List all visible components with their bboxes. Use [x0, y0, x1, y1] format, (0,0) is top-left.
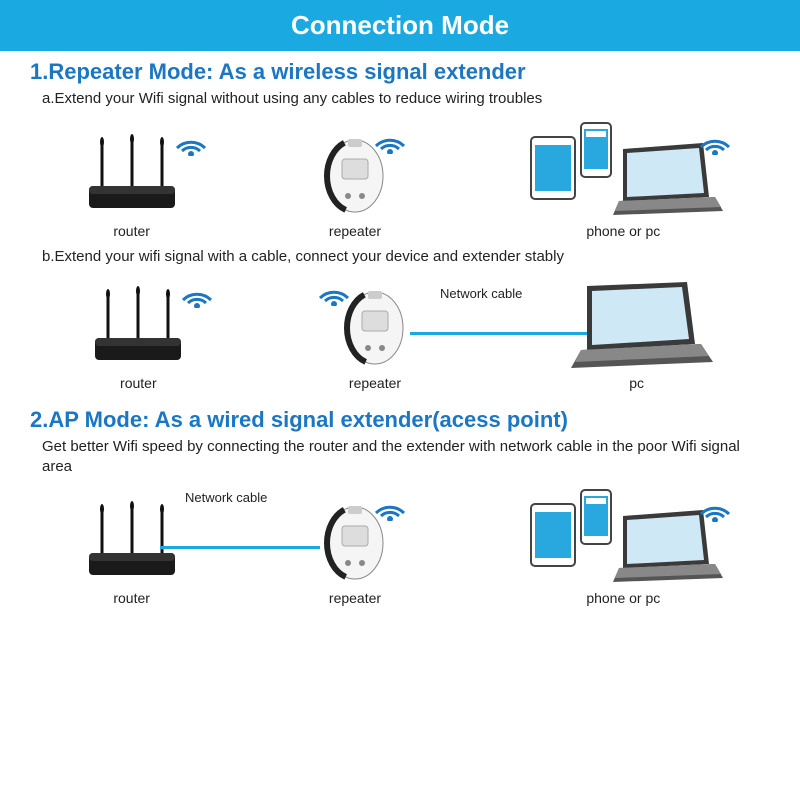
- router-device: router: [77, 134, 187, 239]
- cable-line: [160, 546, 320, 549]
- repeater-label: repeater: [329, 590, 381, 606]
- phone-pc-device: phone or pc: [523, 119, 723, 239]
- mode2-row: router Network cable repeater: [0, 486, 800, 614]
- devices-icon: [523, 119, 723, 219]
- mode2-desc: Get better Wifi speed by connecting the …: [30, 437, 770, 476]
- mode1-desc-b-section: b.Extend your wifi signal with a cable, …: [0, 247, 800, 277]
- pc-device: pc: [557, 276, 717, 391]
- repeater-device: repeater: [340, 286, 410, 391]
- router-label: router: [120, 375, 157, 391]
- repeater-label: repeater: [349, 375, 401, 391]
- repeater-device: repeater: [320, 501, 390, 606]
- router-label: router: [113, 590, 150, 606]
- wifi-icon: [697, 127, 733, 155]
- repeater-device: repeater: [320, 134, 390, 239]
- mode1-row-a: router repeater: [0, 119, 800, 247]
- mode2-title: 2.AP Mode: As a wired signal extender(ac…: [30, 407, 770, 433]
- cable-label: Network cable: [185, 490, 267, 505]
- phone-pc-label: phone or pc: [586, 590, 660, 606]
- mode1-row-b: router repeater Network cable pc: [0, 276, 800, 399]
- mode1-desc-a: a.Extend your Wifi signal without using …: [30, 89, 770, 109]
- wifi-icon: [697, 494, 733, 522]
- wifi-icon: [173, 128, 209, 156]
- wifi-icon: [316, 278, 352, 306]
- router-icon: [83, 286, 193, 371]
- cable-label: Network cable: [440, 286, 522, 301]
- mode1-title: 1.Repeater Mode: As a wireless signal ex…: [30, 59, 770, 85]
- mode1-desc-b: b.Extend your wifi signal with a cable, …: [30, 247, 770, 267]
- router-label: router: [113, 223, 150, 239]
- router-icon: [77, 501, 187, 586]
- pc-label: pc: [629, 375, 644, 391]
- mode2-section: 2.AP Mode: As a wired signal extender(ac…: [0, 399, 800, 486]
- phone-pc-device: phone or pc: [523, 486, 723, 606]
- header-bar: Connection Mode: [0, 0, 800, 51]
- router-icon: [77, 134, 187, 219]
- wifi-icon: [179, 280, 215, 308]
- router-device: router: [77, 501, 187, 606]
- phone-pc-label: phone or pc: [586, 223, 660, 239]
- wifi-icon: [372, 493, 408, 521]
- mode1-section: 1.Repeater Mode: As a wireless signal ex…: [0, 51, 800, 119]
- laptop-icon: [557, 276, 717, 371]
- repeater-label: repeater: [329, 223, 381, 239]
- header-title: Connection Mode: [291, 10, 509, 40]
- router-device: router: [83, 286, 193, 391]
- devices-icon: [523, 486, 723, 586]
- wifi-icon: [372, 126, 408, 154]
